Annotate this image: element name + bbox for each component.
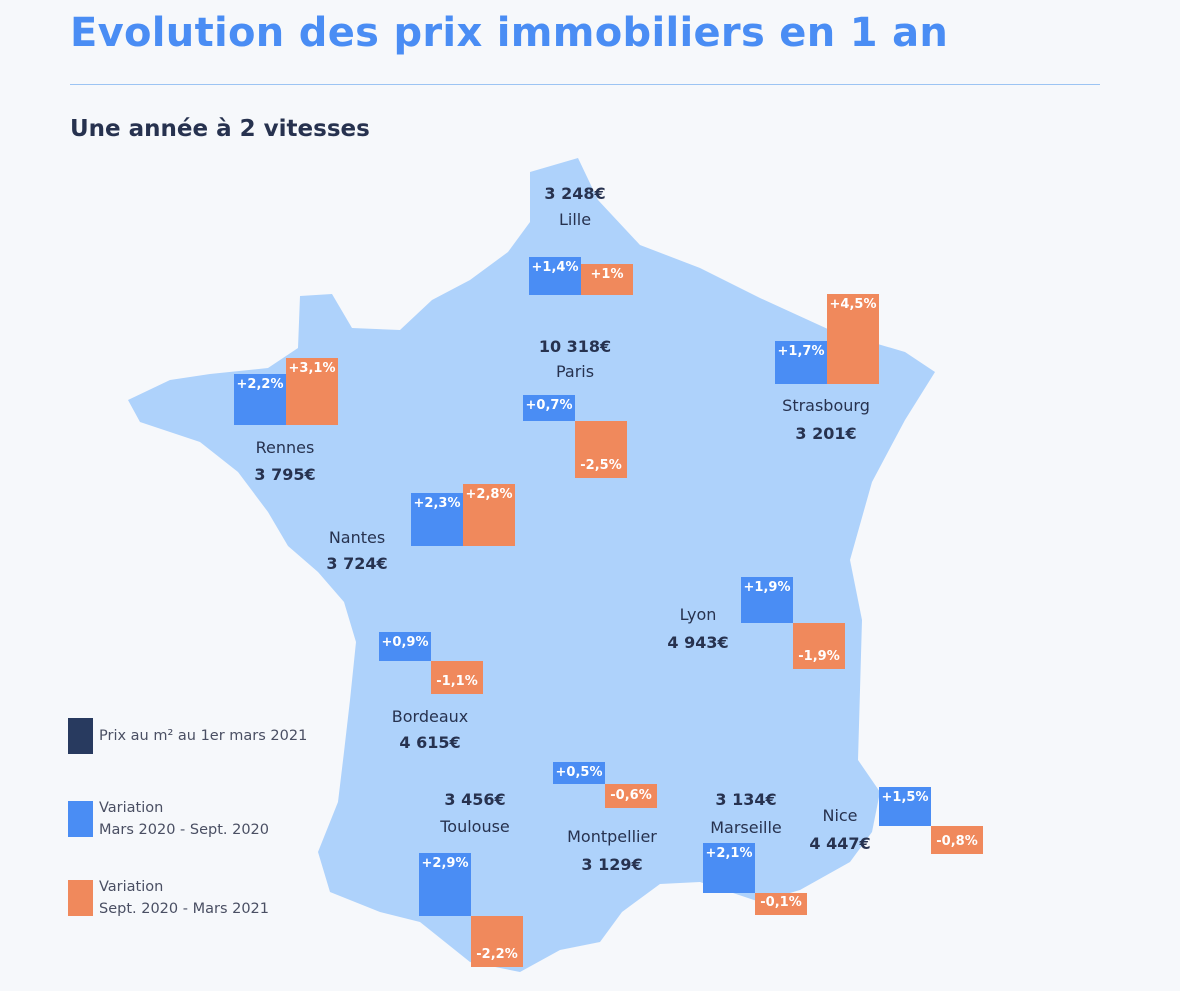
bar-variation-2-toulouse: -2,2% — [471, 916, 523, 968]
bar-label: -0,8% — [936, 833, 978, 849]
city-price: 4 943€ — [667, 633, 729, 652]
city-name: Bordeaux — [391, 707, 469, 726]
bar-label: +2,1% — [705, 846, 753, 862]
bar-label: +1,9% — [743, 579, 791, 595]
bar-variation-1-bordeaux: +0,9% — [379, 631, 431, 661]
city-price: 3 129€ — [581, 855, 643, 874]
bar-label: +4,5% — [829, 296, 877, 312]
bar-label: +0,9% — [381, 634, 429, 650]
bar-label: -2,5% — [580, 457, 622, 473]
legend-variation-1: Variation Mars 2020 - Sept. 2020 — [68, 797, 269, 841]
city-price: 3 795€ — [254, 465, 316, 484]
bar-variation-2-lyon: -1,9% — [793, 623, 845, 670]
bar-variation-1-marseille: +2,1% — [703, 843, 755, 893]
bar-label: +3,1% — [288, 361, 336, 377]
city-price: 3 201€ — [795, 424, 857, 443]
city-price: 4 447€ — [809, 834, 871, 853]
bar-variation-1-montpellier: +0,5% — [553, 761, 605, 784]
city-price: 3 248€ — [544, 184, 606, 203]
legend-swatch-variation-2 — [68, 880, 93, 916]
bar-variation-2-marseille: -0,1% — [755, 893, 807, 915]
city-name: Rennes — [255, 438, 315, 457]
bar-variation-2-strasbourg: +4,5% — [827, 293, 879, 384]
bar-variation-2-lille: +1% — [581, 264, 633, 295]
bar-label: +0,5% — [555, 764, 603, 780]
legend-sublabel: Mars 2020 - Sept. 2020 — [99, 822, 270, 838]
bar-label: +2,8% — [465, 487, 513, 503]
city-name: Nantes — [328, 528, 386, 547]
city-name: Lille — [558, 210, 592, 229]
bar-label: -2,2% — [476, 947, 518, 963]
city-price: 3 724€ — [326, 554, 388, 573]
city-price: 4 615€ — [399, 733, 461, 752]
bar-label: -0,1% — [760, 895, 802, 910]
city-name: Strasbourg — [782, 396, 870, 415]
bar-variation-1-paris: +0,7% — [523, 395, 575, 421]
bar-variation-2-rennes: +3,1% — [286, 358, 338, 425]
bar-label: +1% — [590, 267, 624, 282]
bar-label: +2,9% — [421, 855, 469, 871]
bar-label: -1,1% — [436, 673, 478, 689]
bar-label: +1,5% — [881, 789, 929, 805]
bar-variation-1-nice: +1,5% — [879, 786, 931, 826]
city-name: Nice — [822, 806, 858, 825]
city-name: Montpellier — [567, 827, 657, 846]
legend-swatch-variation-1 — [68, 801, 93, 837]
bar-variation-2-montpellier: -0,6% — [605, 784, 657, 809]
bar-label: +1,7% — [777, 344, 825, 360]
bar-variation-2-nice: -0,8% — [931, 826, 983, 854]
legend-label: Prix au m² au 1er mars 2021 — [99, 728, 308, 744]
legend-label: Variation — [99, 879, 164, 895]
legend-variation-2: Variation Sept. 2020 - Mars 2021 — [68, 876, 269, 920]
legend-sublabel: Sept. 2020 - Mars 2021 — [99, 901, 270, 917]
legend-label: Variation — [99, 800, 164, 816]
bar-label: +0,7% — [525, 398, 573, 414]
page-title: Evolution des prix immobiliers en 1 an — [70, 10, 949, 56]
bar-label: -0,6% — [610, 788, 652, 804]
city-name: Marseille — [710, 818, 782, 837]
bar-variation-2-paris: -2,5% — [575, 421, 627, 478]
city-price: 3 456€ — [444, 790, 506, 809]
subtitle: Une année à 2 vitesses — [70, 116, 370, 142]
bar-label: +2,2% — [236, 376, 284, 392]
bar-variation-1-lyon: +1,9% — [741, 576, 793, 623]
bar-label: +2,3% — [413, 495, 461, 511]
legend-price: Prix au m² au 1er mars 2021 — [68, 718, 307, 754]
title-divider — [70, 84, 1100, 85]
city-price: 10 318€ — [538, 337, 612, 356]
city-name: Lyon — [679, 605, 717, 624]
city-name: Toulouse — [440, 817, 510, 836]
bar-variation-1-nantes: +2,3% — [411, 492, 463, 546]
bar-label: +1,4% — [531, 260, 579, 276]
bar-label: -1,9% — [798, 649, 840, 665]
bar-variation-2-nantes: +2,8% — [463, 484, 515, 546]
bar-variation-1-toulouse: +2,9% — [419, 852, 471, 916]
bar-variation-1-lille: +1,4% — [529, 257, 581, 295]
city-name: Paris — [555, 362, 595, 381]
bar-variation-2-bordeaux: -1,1% — [431, 661, 483, 694]
bar-variation-1-strasbourg: +1,7% — [775, 341, 827, 384]
bar-variation-1-rennes: +2,2% — [234, 373, 286, 425]
legend-swatch-price — [68, 718, 93, 754]
city-price: 3 134€ — [715, 790, 777, 809]
